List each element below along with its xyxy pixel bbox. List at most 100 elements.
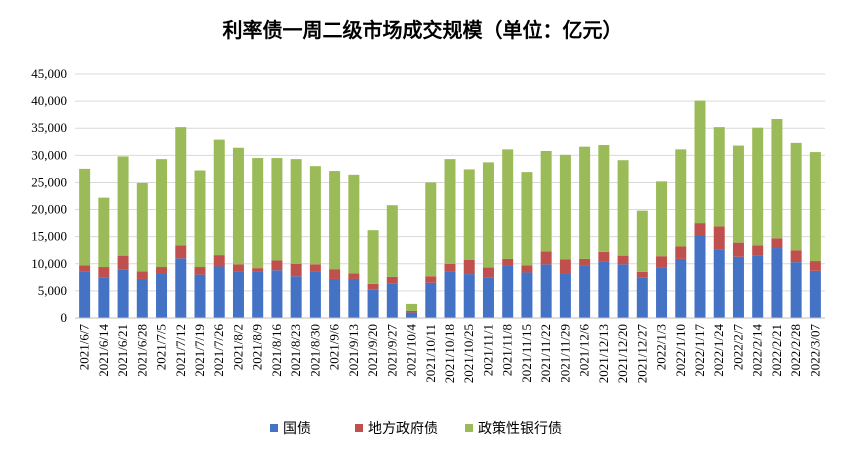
bar-segment-series-2 <box>329 171 341 270</box>
bar-segment-series-2 <box>636 210 648 272</box>
bar-segment-series-2 <box>98 197 110 268</box>
legend-swatch-series-0 <box>270 424 278 432</box>
bar-segment-series-1 <box>348 273 360 279</box>
bar-segment-series-2 <box>540 151 552 252</box>
bar-segment-series-2 <box>367 230 379 284</box>
legend-label-series-1: 地方政府债 <box>368 421 438 437</box>
x-tick-label: 2021/6/21 <box>115 324 130 377</box>
bar-segment-series-0 <box>656 267 668 318</box>
bar-segment-series-1 <box>540 251 552 265</box>
bar-segment-series-0 <box>386 283 398 318</box>
bar-segment-series-2 <box>521 172 533 266</box>
bar-segment-series-1 <box>482 267 494 278</box>
bar-segment-series-0 <box>290 276 302 318</box>
bar-segment-series-0 <box>713 249 725 318</box>
bar-segment-series-0 <box>559 273 571 318</box>
legend-label-series-2: 政策性银行债 <box>478 420 562 437</box>
x-tick-label: 2021/11/29 <box>557 324 572 383</box>
bar-segment-series-2 <box>425 182 437 277</box>
bar-segment-series-0 <box>790 262 802 318</box>
y-tick-label: 5,000 <box>38 283 67 298</box>
bar-segment-series-2 <box>406 303 418 311</box>
x-tick-label: 2021/9/6 <box>327 324 342 371</box>
bar-segment-series-0 <box>444 271 456 318</box>
bar-segment-series-0 <box>406 312 418 318</box>
bar-segment-series-0 <box>771 248 783 318</box>
x-tick-label: 2022/2/7 <box>730 324 745 371</box>
x-tick-label: 2021/10/18 <box>442 324 457 383</box>
bar-segment-series-0 <box>809 270 821 318</box>
bar-segment-series-2 <box>790 142 802 251</box>
x-tick-label: 2021/11/1 <box>480 324 495 376</box>
bar-segment-series-2 <box>463 169 475 260</box>
bar-segment-series-0 <box>463 274 475 318</box>
bar-segment-series-2 <box>694 100 706 224</box>
y-tick-label: 30,000 <box>31 147 67 162</box>
x-tick-label: 2022/1/24 <box>711 324 726 377</box>
x-tick-label: 2021/11/15 <box>519 324 534 383</box>
x-tick-label: 2021/8/30 <box>307 324 322 377</box>
bar-segment-series-2 <box>809 152 821 262</box>
bar-segment-series-0 <box>732 256 744 318</box>
x-tick-label: 2021/8/9 <box>250 324 265 370</box>
bar-segment-series-2 <box>617 160 629 256</box>
bar-segment-series-1 <box>271 260 283 271</box>
bar-segment-series-0 <box>367 289 379 318</box>
x-tick-label: 2022/3/07 <box>807 324 822 377</box>
bar-segment-series-0 <box>482 277 494 318</box>
bar-segment-series-1 <box>809 261 821 271</box>
bar-segment-series-1 <box>656 256 668 268</box>
bar-segment-series-2 <box>252 158 264 269</box>
bar-segment-series-0 <box>540 264 552 318</box>
bar-segment-series-1 <box>521 265 533 273</box>
bar-segment-series-0 <box>675 258 687 318</box>
bar-segment-series-1 <box>636 271 648 278</box>
x-tick-label: 2021/7/26 <box>211 324 226 377</box>
bar-segment-series-0 <box>117 269 129 318</box>
bar-segment-series-2 <box>752 127 764 246</box>
bar-segment-series-2 <box>136 182 148 272</box>
bar-segment-series-1 <box>309 264 321 272</box>
bar-segment-series-2 <box>559 154 571 260</box>
bar-segment-series-1 <box>290 263 302 277</box>
bar-segment-series-0 <box>502 265 514 318</box>
bar-segment-series-1 <box>617 255 629 265</box>
x-tick-label: 2021/8/16 <box>269 324 284 377</box>
x-tick-label: 2021/8/2 <box>230 324 245 370</box>
bar-segment-series-1 <box>194 267 206 275</box>
bar-segment-series-1 <box>502 258 514 266</box>
bar-segment-series-2 <box>732 145 744 243</box>
bar-segment-series-2 <box>598 145 610 252</box>
legend-swatch-series-1 <box>355 424 363 432</box>
bars <box>79 100 821 318</box>
axes: 0 5,000 10,000 15,000 20,000 25,000 30,000 35,0… <box>31 66 825 383</box>
bar-segment-series-1 <box>598 251 610 262</box>
bar-segment-series-0 <box>694 235 706 318</box>
y-tick-label: 15,000 <box>31 229 67 244</box>
bar-segment-series-1 <box>790 250 802 263</box>
bar-segment-series-0 <box>194 274 206 318</box>
bar-segment-series-2 <box>232 147 244 265</box>
bar-segment-series-0 <box>271 270 283 318</box>
bar-segment-series-0 <box>98 277 110 318</box>
bar-segment-series-1 <box>752 245 764 256</box>
y-tick-label: 35,000 <box>31 120 67 135</box>
bar-segment-series-1 <box>117 255 129 270</box>
bar-segment-series-2 <box>713 127 725 227</box>
bar-segment-series-2 <box>79 168 91 266</box>
bar-segment-series-1 <box>579 258 591 266</box>
x-tick-label: 2021/6/7 <box>77 324 92 371</box>
bar-segment-series-0 <box>617 264 629 318</box>
bar-segment-series-2 <box>213 139 225 256</box>
bar-segment-series-1 <box>425 276 437 283</box>
bar-segment-series-0 <box>136 278 148 318</box>
bar-segment-series-1 <box>79 265 91 272</box>
x-tick-label: 2021/10/4 <box>404 324 419 377</box>
bar-segment-series-1 <box>732 242 744 257</box>
x-tick-label: 2021/10/11 <box>423 324 438 383</box>
x-tick-label: 2021/7/5 <box>154 324 169 370</box>
bar-segment-series-2 <box>117 156 129 256</box>
bar-segment-series-2 <box>194 170 206 268</box>
